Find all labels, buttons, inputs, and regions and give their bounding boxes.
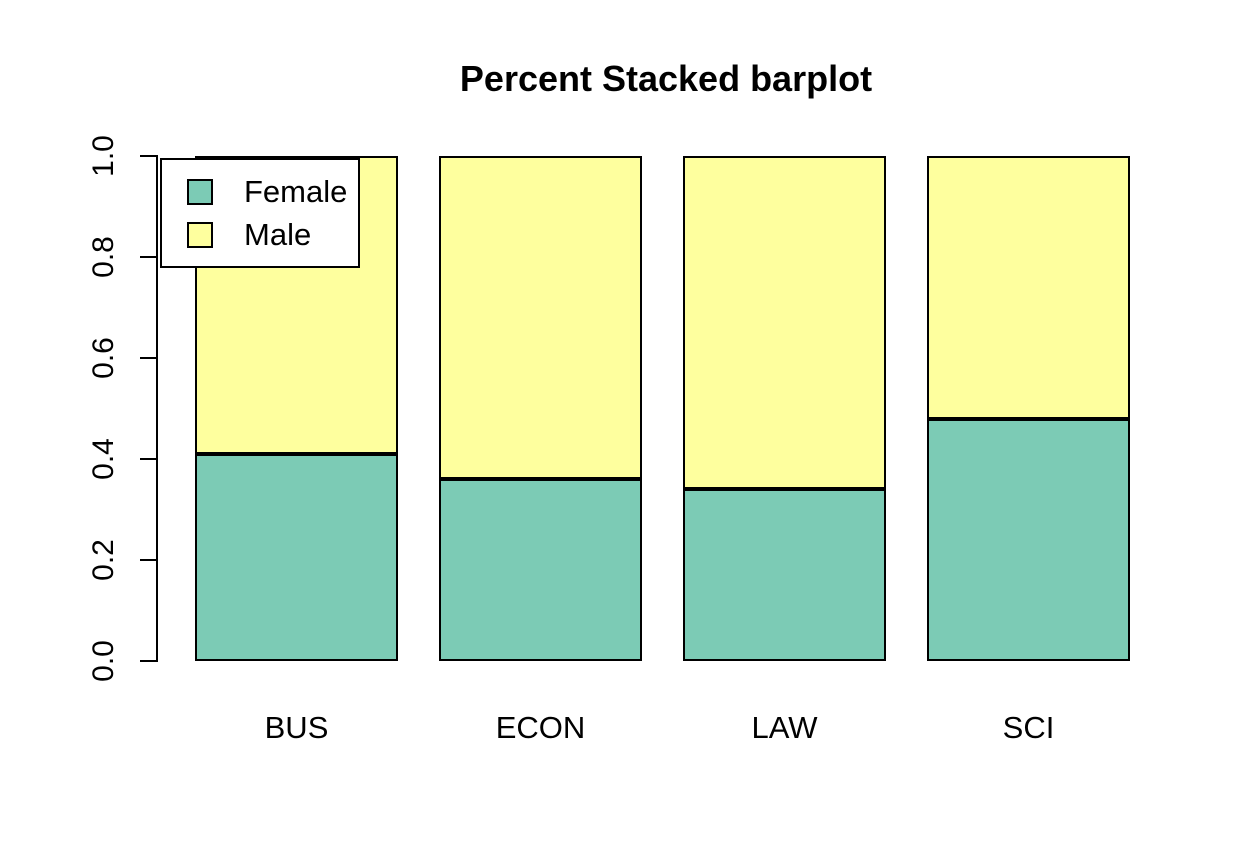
y-tick xyxy=(140,155,156,157)
y-tick-label: 0.4 xyxy=(87,438,120,480)
y-tick-label: 0.8 xyxy=(87,236,120,278)
y-tick-label: 1.0 xyxy=(87,135,120,177)
bar-law-female-segment xyxy=(683,489,886,661)
y-tick xyxy=(140,559,156,561)
x-category-label-bus: BUS xyxy=(264,710,329,745)
legend-item-female: Female xyxy=(187,176,358,207)
y-tick xyxy=(140,357,156,359)
bar-sci-female-segment xyxy=(927,419,1130,661)
y-tick xyxy=(140,660,156,662)
y-tick-label: 0.2 xyxy=(87,539,120,581)
chart-title: Percent Stacked barplot xyxy=(459,58,873,99)
female-color-swatch xyxy=(187,178,213,205)
legend: Female Male xyxy=(160,158,360,268)
y-tick xyxy=(140,458,156,460)
bar-bus-female-segment xyxy=(195,454,398,661)
x-category-label-econ: ECON xyxy=(495,710,586,745)
y-axis-line xyxy=(156,155,158,662)
male-color-swatch xyxy=(187,221,213,248)
y-tick xyxy=(140,256,156,258)
bar-econ-female-segment xyxy=(439,479,642,661)
x-category-label-sci: SCI xyxy=(1002,710,1055,745)
y-tick-label: 0.6 xyxy=(87,337,120,379)
x-category-label-law: LAW xyxy=(751,710,818,745)
bar-econ-male-segment xyxy=(439,156,642,479)
bar-sci-male-segment xyxy=(927,156,1130,419)
legend-item-male: Male xyxy=(187,219,358,250)
bar-law-male-segment xyxy=(683,156,886,489)
y-tick-label: 0.0 xyxy=(87,640,120,682)
legend-label-female: Female xyxy=(244,174,348,209)
legend-label-male: Male xyxy=(244,217,312,252)
